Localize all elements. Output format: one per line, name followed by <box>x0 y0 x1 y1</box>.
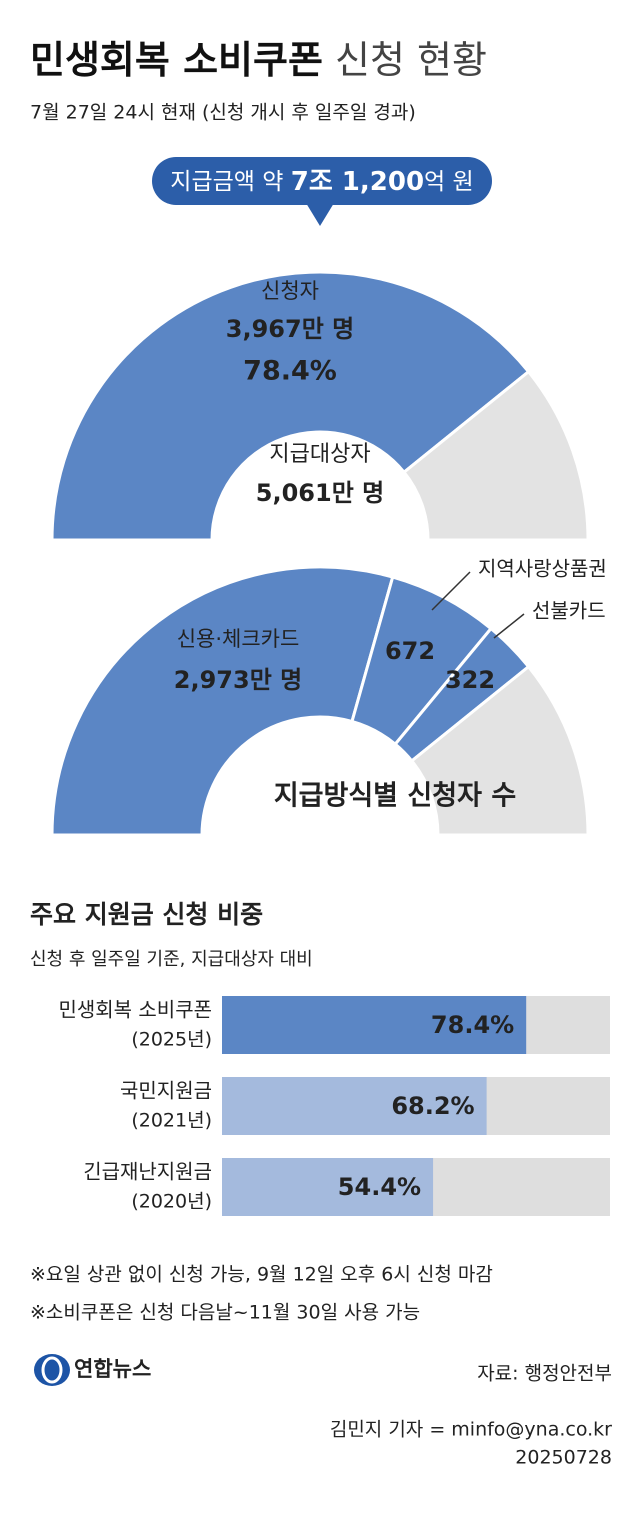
category-label: 신용·체크카드 <box>177 627 300 651</box>
category-label: 민생회복 소비쿠폰 <box>58 998 212 1022</box>
total-name: 지급대상자 <box>269 442 370 467</box>
title: 민생회복 소비쿠폰 신청 현황 <box>30 38 487 82</box>
category-label: 선불카드 <box>532 599 606 623</box>
callout-text: 지급금액 약 <box>170 169 283 195</box>
logo-icon-mark <box>41 1356 63 1384</box>
leader-line <box>431 571 471 611</box>
subtitle: 7월 27일 24시 현재 (신청 개시 후 일주일 경과) <box>30 102 416 124</box>
value-label: 78.4% <box>431 1011 514 1039</box>
chart-title: 지급방식별 신청자 수 <box>274 781 516 812</box>
arc-remainder <box>401 369 590 542</box>
logo-text: 연합뉴스 <box>74 1357 151 1381</box>
byline: 김민지 기자 = minfo@yna.co.kr <box>330 1419 612 1441</box>
total-label: 5,061만 명 <box>256 479 384 507</box>
value-label: 322 <box>445 666 495 694</box>
callout-pointer <box>306 203 334 226</box>
value-label: 3,967만 명 <box>226 315 354 343</box>
bar <box>222 1077 487 1135</box>
callout-unit: 억 원 <box>424 169 474 195</box>
note: ※소비쿠폰은 신청 다음날~11월 30일 사용 가능 <box>30 1302 420 1324</box>
arc-segment <box>50 270 531 542</box>
title-bold: 민생회복 소비쿠폰 <box>30 38 323 82</box>
value-label: 2,973만 명 <box>174 666 302 694</box>
note: ※요일 상관 없이 신청 가능, 9월 12일 오후 6시 신청 마감 <box>30 1264 493 1286</box>
year-label: (2020년) <box>131 1191 212 1213</box>
logo-icon <box>34 1354 70 1386</box>
chart-title: 주요 지원금 신청 비중 <box>30 900 263 929</box>
callout-amount: 7조 1,200 <box>291 167 424 197</box>
bar <box>222 996 527 1054</box>
percent-label: 78.4% <box>243 356 337 387</box>
year-label: (2025년) <box>131 1029 212 1051</box>
callout: 지급금액 약 7조 1,200억 원 <box>170 167 473 197</box>
title-light: 신청 현황 <box>335 38 487 82</box>
source: 자료: 행정안전부 <box>477 1363 612 1385</box>
category-label: 지역사랑상품권 <box>478 557 607 581</box>
leader-line <box>493 613 525 639</box>
arc-remainder <box>409 664 590 837</box>
arc-segment <box>50 565 395 837</box>
category-label: 국민지원금 <box>120 1079 212 1103</box>
category-label: 신청자 <box>261 279 319 303</box>
date: 20250728 <box>515 1447 612 1469</box>
value-label: 54.4% <box>338 1173 421 1201</box>
value-label: 68.2% <box>391 1092 474 1120</box>
year-label: (2021년) <box>131 1110 212 1132</box>
value-label: 672 <box>385 637 435 665</box>
callout-box <box>152 157 492 205</box>
category-label: 긴급재난지원금 <box>83 1160 212 1184</box>
chart-subtitle: 신청 후 일주일 기준, 지급대상자 대비 <box>30 949 313 970</box>
bar <box>222 1158 434 1216</box>
